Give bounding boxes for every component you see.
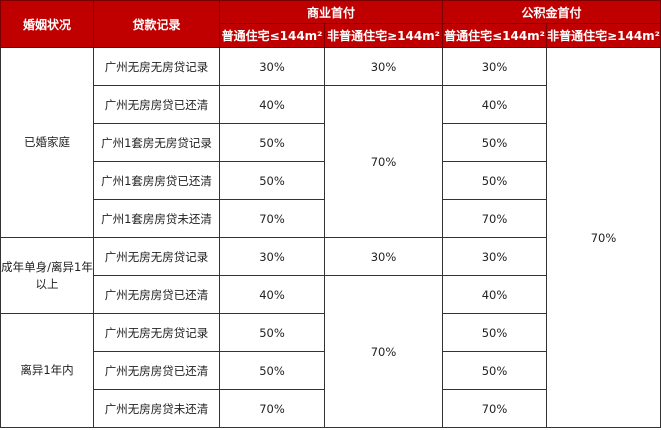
loan-record-cell: 广州无房房贷已还清 [93,275,220,314]
table-row: 广州无房房贷已还清 40% 70% 40% [1,85,661,238]
value-cell: 50% [219,161,325,200]
loan-record-cell: 广州无房无房贷记录 [93,313,220,352]
value-cell: 70% [323,85,444,238]
marital-status-cell: 已婚家庭 [0,47,94,238]
value-cell: 50% [442,351,548,390]
value-cell: 70% [219,389,325,428]
loan-record-cell: 广州无房无房贷记录 [93,237,220,276]
loan-record-cell: 广州无房无房贷记录 [93,47,220,86]
header-sub: 普通住宅≤144m² [219,23,325,48]
table-row: 已婚家庭 广州无房无房贷记录 30% 30% 30% 70% [0,47,661,428]
header-commercial: 商业首付 [218,0,444,24]
value-cell: 40% [219,85,325,124]
table-row: 广州无房房贷未还清 70% 70% [1,389,661,428]
value-cell: 70% [219,199,325,238]
table-row: 成年单身/离异1年以上 广州无房无房贷记录 30% 30% 30% [0,237,661,314]
value-cell: 40% [442,275,548,314]
loan-record-cell: 广州1套房房贷已还清 [93,161,220,200]
value-cell: 30% [219,47,325,86]
table-row: 广州无房房贷已还清 40% 70% 40% [1,275,661,428]
loan-record-cell: 广州无房房贷已还清 [93,85,220,124]
value-cell: 70% [442,389,548,428]
header-provident: 公积金首付 [442,0,661,24]
value-cell: 50% [219,313,325,352]
value-cell: 70% [442,199,548,238]
table-row: 广州1套房无房贷记录 50% 50% [1,123,661,162]
value-cell: 30% [442,47,548,86]
value-cell: 70% [546,47,661,428]
table-row: 广州无房房贷已还清 50% 50% [1,351,661,390]
value-cell: 50% [442,123,548,162]
value-cell: 30% [442,237,548,276]
value-cell: 50% [219,123,325,162]
value-cell: 30% [219,237,325,276]
header-sub: 普通住宅≤144m² [442,23,548,48]
loan-record-cell: 广州无房房贷已还清 [93,351,220,390]
value-cell: 40% [442,85,548,124]
loan-record-cell: 广州1套房房贷未还清 [93,199,220,238]
value-cell: 40% [219,275,325,314]
value-cell: 70% [323,275,444,428]
header-sub: 非普通住宅≥144m² [323,23,444,48]
marital-status-cell: 成年单身/离异1年以上 [0,237,94,314]
value-cell: 50% [442,161,548,200]
loan-record-cell: 广州无房房贷未还清 [93,389,220,428]
value-cell: 30% [323,237,444,276]
table-row: 广州1套房房贷已还清 50% 50% [1,161,661,200]
value-cell: 50% [442,313,548,352]
header-sub: 非普通住宅≥144m² [546,23,661,48]
value-cell: 50% [219,351,325,390]
table-row: 离异1年内 广州无房无房贷记录 50% 50% [0,313,661,428]
table-row: 广州1套房房贷未还清 70% 70% [1,199,661,238]
header-loan-record: 贷款记录 [93,0,220,48]
header-marital-status: 婚姻状况 [0,0,94,48]
marital-status-cell: 离异1年内 [0,313,94,428]
value-cell: 30% [323,47,444,86]
loan-record-cell: 广州1套房无房贷记录 [93,123,220,162]
